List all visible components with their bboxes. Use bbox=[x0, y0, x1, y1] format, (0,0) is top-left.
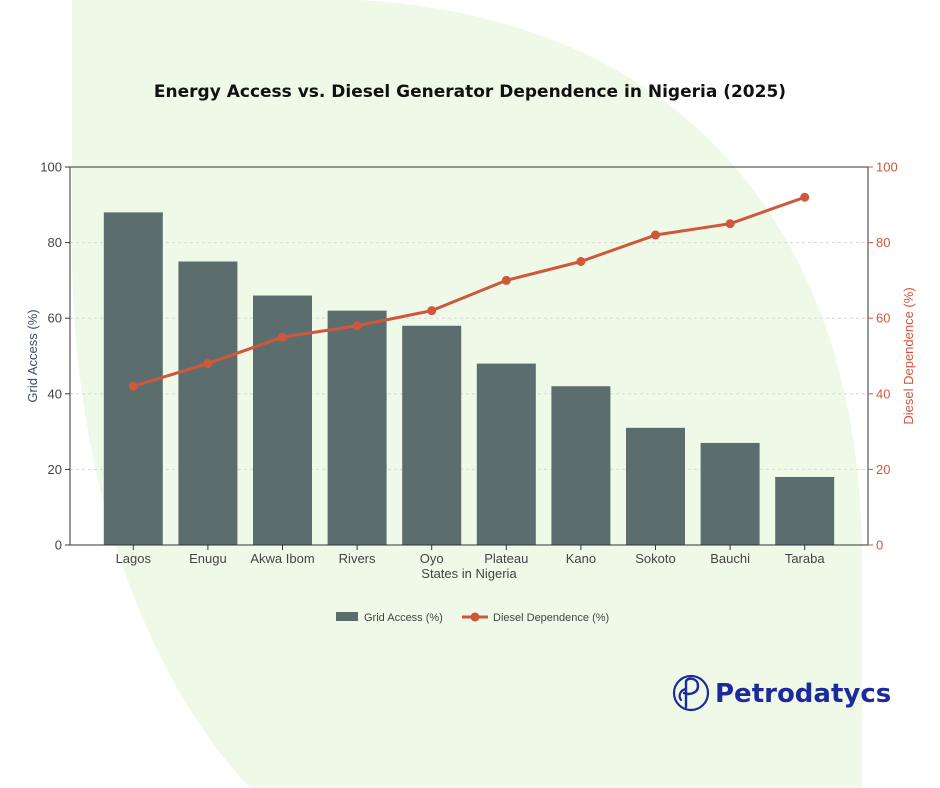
point-enugu bbox=[203, 359, 213, 369]
x-axis-ticks: Lagos Enugu Akwa Ibom Rivers Oyo Plateau Kano S… bbox=[116, 545, 826, 566]
bar-kano bbox=[551, 386, 611, 545]
x-tick-label: Oyo bbox=[420, 551, 444, 566]
bar-rivers bbox=[327, 310, 387, 545]
y-tick-label: 80 bbox=[48, 235, 62, 250]
bar-taraba bbox=[775, 476, 835, 545]
x-tick-label: Sokoto bbox=[635, 551, 675, 566]
x-tick-label: Enugu bbox=[189, 551, 227, 566]
point-rivers bbox=[352, 321, 362, 331]
y2-tick-label: 20 bbox=[876, 462, 890, 477]
legend-label-diesel-dependence: Diesel Dependence (%) bbox=[493, 612, 609, 624]
legend-label-grid-access: Grid Access (%) bbox=[364, 612, 443, 624]
y2-axis-label: Diesel Dependence (%) bbox=[901, 287, 916, 424]
diesel-dependence-line bbox=[132, 195, 806, 388]
y2-tick-label: 60 bbox=[876, 311, 890, 326]
line-series bbox=[128, 192, 810, 391]
brand-name: Petrodatycs bbox=[715, 679, 891, 709]
legend-swatch-grid-access bbox=[336, 612, 358, 621]
x-tick-label: Rivers bbox=[339, 551, 376, 566]
y-tick-label: 60 bbox=[48, 311, 62, 326]
y-axis-label: Grid Access (%) bbox=[25, 309, 40, 402]
y-axis-right-ticks: 0 20 40 60 80 100 bbox=[868, 160, 898, 553]
x-tick-label: Taraba bbox=[785, 551, 826, 566]
brand-logo: Petrodatycs bbox=[672, 674, 891, 712]
legend: Grid Access (%) Diesel Dependence (%) bbox=[336, 612, 609, 624]
point-lagos bbox=[128, 381, 138, 391]
point-bauchi bbox=[725, 219, 735, 229]
x-axis-label: States in Nigeria bbox=[421, 566, 517, 581]
bar-enugu bbox=[178, 261, 238, 545]
point-kano bbox=[576, 257, 586, 266]
y2-tick-label: 40 bbox=[876, 386, 890, 401]
legend-swatch-diesel-marker bbox=[470, 612, 480, 622]
bar-sokoto bbox=[626, 427, 685, 545]
chart-title: Energy Access vs. Diesel Generator Depen… bbox=[154, 82, 786, 102]
y-tick-label: 100 bbox=[40, 160, 62, 175]
point-sokoto bbox=[651, 230, 660, 240]
bar-bauchi bbox=[700, 442, 760, 545]
point-plateau bbox=[501, 275, 511, 285]
y-tick-label: 0 bbox=[55, 538, 62, 553]
x-tick-label: Lagos bbox=[116, 551, 152, 566]
plot-frame bbox=[69, 166, 869, 546]
point-oyo bbox=[427, 306, 437, 316]
y-tick-label: 40 bbox=[48, 386, 62, 401]
y2-tick-label: 80 bbox=[876, 235, 890, 250]
y-axis-left-ticks: 0 20 40 60 80 100 bbox=[40, 160, 70, 553]
x-tick-label: Bauchi bbox=[710, 551, 750, 566]
point-taraba bbox=[800, 192, 810, 202]
x-tick-label: Kano bbox=[566, 551, 596, 566]
x-tick-label: Akwa Ibom bbox=[250, 551, 314, 566]
p-monogram-icon bbox=[672, 674, 710, 712]
y2-tick-label: 100 bbox=[876, 160, 898, 175]
y-tick-label: 20 bbox=[48, 462, 62, 477]
bar-plateau bbox=[476, 363, 536, 545]
y2-tick-label: 0 bbox=[876, 538, 883, 553]
bar-series bbox=[103, 212, 835, 546]
bar-lagos bbox=[103, 212, 163, 546]
bar-oyo bbox=[402, 325, 462, 545]
x-tick-label: Plateau bbox=[484, 551, 528, 566]
point-akwa-ibom bbox=[278, 332, 287, 342]
